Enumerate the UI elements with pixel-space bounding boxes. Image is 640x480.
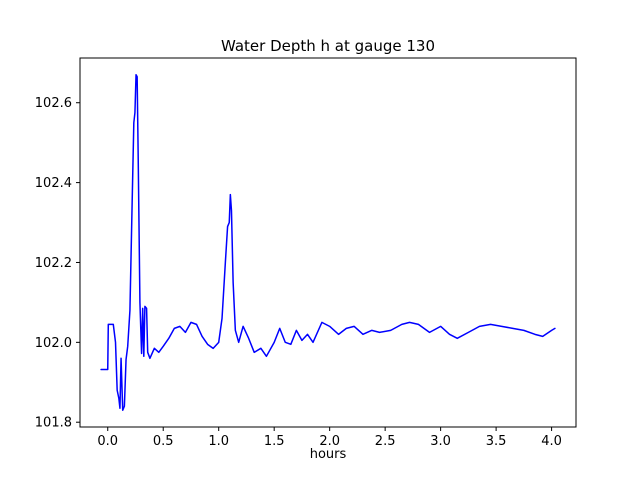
x-tick-label: 4.0: [541, 434, 562, 449]
x-tick-label: 3.0: [430, 434, 451, 449]
y-tick-label: 102.6: [35, 96, 72, 111]
y-tick-label: 102.4: [35, 176, 72, 191]
x-axis-label: hours: [309, 447, 347, 462]
y-tick-label: 102.0: [35, 336, 72, 351]
x-tick-label: 2.0: [319, 434, 340, 449]
x-tick-label: 1.0: [208, 434, 229, 449]
data-line: [100, 74, 556, 411]
x-tick-label: 1.5: [264, 434, 285, 449]
x-tick-label: 2.5: [375, 434, 396, 449]
x-tick-label: 0.5: [153, 434, 174, 449]
y-tick-label: 101.8: [35, 416, 72, 431]
x-tick-label: 3.5: [486, 434, 507, 449]
y-tick-label: 102.2: [35, 256, 72, 271]
x-tick-label: 0.0: [97, 434, 118, 449]
chart-title: Water Depth h at gauge 130: [220, 37, 436, 55]
plot-area: [79, 57, 577, 428]
